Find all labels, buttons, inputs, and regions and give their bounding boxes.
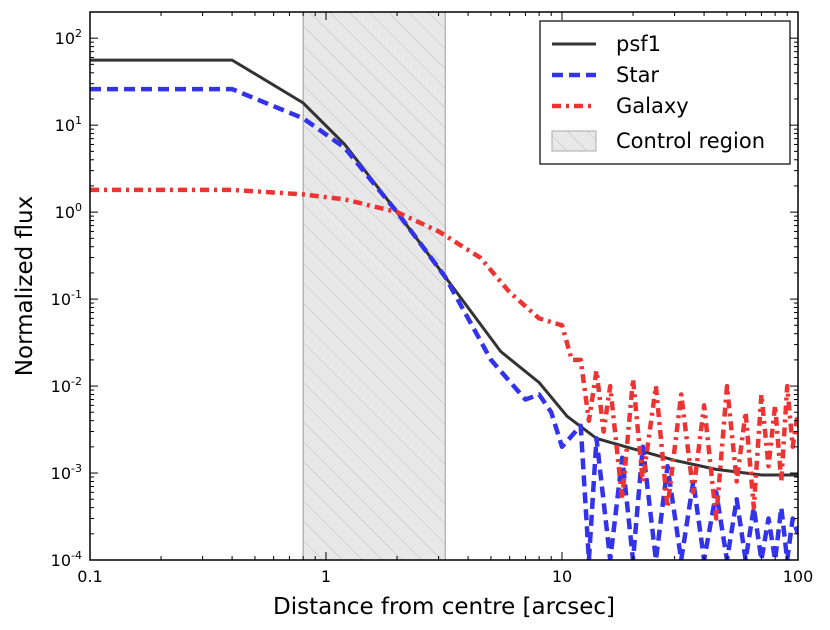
legend-label-star: Star [616, 63, 659, 87]
x-tick-label: 0.1 [77, 567, 102, 586]
control-region-hatch [303, 12, 446, 560]
y-tick-label: 10-2 [51, 375, 82, 396]
series-line-star [90, 86, 798, 560]
y-tick-label: 10-1 [51, 288, 82, 309]
y-tick-label: 102 [55, 27, 82, 48]
series-line-psf1 [90, 58, 798, 477]
tick-layer: 0.1 1 10 100 10-4 10-3 10-2 10-1 100 101 102 [51, 11, 814, 586]
x-axis-title: Distance from centre [arcsec] [273, 594, 615, 620]
series-line-galaxy [90, 187, 798, 521]
y-tick-label: 101 [55, 114, 82, 135]
y-tick-label: 10-4 [51, 549, 82, 570]
legend-label-psf1: psf1 [616, 32, 661, 56]
x-tick-label: 100 [783, 567, 814, 586]
y-axis-title: Normalized flux [12, 196, 38, 376]
x-tick-label: 1 [321, 567, 331, 586]
plot-frame [89, 11, 799, 561]
legend: psf1 Star Galaxy Control region [539, 20, 791, 165]
legend-label-control-region: Control region [616, 129, 765, 153]
y-tick-label: 100 [55, 201, 82, 222]
series-layer [90, 58, 798, 560]
legend-label-galaxy: Galaxy [616, 94, 689, 118]
x-tick-label: 10 [552, 567, 572, 586]
y-tick-label: 10-3 [51, 462, 82, 483]
legend-swatch-control-hatch [552, 131, 596, 151]
control-region-layer [302, 12, 446, 560]
